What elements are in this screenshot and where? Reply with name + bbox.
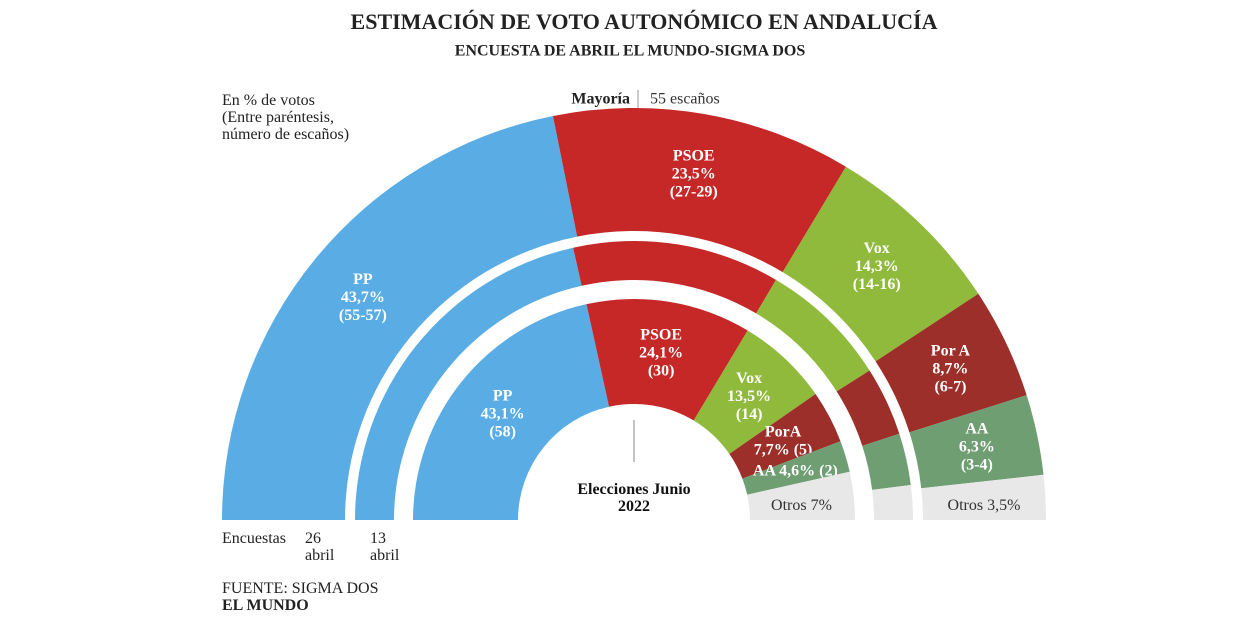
data-label: (6-7): [934, 378, 966, 395]
label-part: PP: [353, 271, 373, 288]
data-label: (14): [736, 406, 763, 423]
majority-value: 55 escaños: [650, 91, 720, 108]
label-part: 43,7%: [341, 289, 385, 306]
data-label: (58): [489, 423, 516, 440]
data-label: PSOE: [673, 147, 715, 164]
segment: [742, 441, 850, 495]
label-part: (14-16): [853, 276, 901, 293]
label-part: PSOE: [673, 147, 715, 164]
label-part: PP: [493, 387, 513, 404]
data-label: Por A: [931, 342, 971, 359]
data-label: 43,1%: [481, 405, 525, 422]
data-label: 24,1%: [639, 344, 683, 361]
data-label: Vox: [736, 370, 762, 387]
segment: [756, 279, 870, 392]
label-part: 23,5%: [672, 165, 716, 182]
data-label: PP: [493, 387, 513, 404]
label-part: 4,6%: [779, 462, 815, 479]
data-label: 8,7%: [932, 360, 968, 377]
segment: [552, 108, 846, 273]
segment: [586, 299, 748, 421]
segment: [222, 116, 578, 521]
label-part: (3-4): [961, 456, 993, 473]
label-part: 3,5%: [987, 497, 1020, 514]
data-label: (55-57): [339, 307, 387, 324]
note: En % de votos: [222, 92, 315, 109]
label-part: 14,3%: [855, 258, 899, 275]
label-part: PSOE: [640, 326, 682, 343]
brand: EL MUNDO: [222, 597, 309, 614]
label-part: Por A: [931, 342, 971, 359]
note: (Entre paréntesis, número de escaños): [222, 109, 350, 143]
data-label: PorA: [765, 423, 802, 440]
ring-label: Elecciones Junio 2022: [577, 481, 691, 515]
data-label: 13,5%: [727, 388, 771, 405]
data-label: Otros 7%: [771, 497, 832, 514]
label-part: (14): [736, 406, 763, 423]
data-label: AA: [965, 420, 989, 437]
label-part: Otros: [948, 497, 984, 514]
label-part: 24,1%: [639, 344, 683, 361]
chart-subtitle: ENCUESTA DE ABRIL EL MUNDO-SIGMA DOS: [455, 43, 806, 60]
chart-title: ESTIMACIÓN DE VOTO AUTONÓMICO EN ANDALUC…: [351, 9, 938, 34]
data-label: (27-29): [670, 183, 718, 200]
segment: [875, 293, 1027, 433]
majority-label: Mayoría: [571, 91, 630, 108]
data-label: (3-4): [961, 456, 993, 473]
segment: [729, 394, 841, 479]
label-part: 6,3%: [959, 438, 995, 455]
data-label: Vox: [864, 240, 890, 257]
segment: [355, 247, 582, 520]
label-part: (58): [489, 423, 516, 440]
label-part: (6-7): [934, 378, 966, 395]
ring-label: Encuestas: [222, 530, 286, 547]
label-part: AA: [965, 420, 989, 437]
segment: [836, 370, 900, 446]
data-label: 23,5%: [672, 165, 716, 182]
data-label: PSOE: [640, 326, 682, 343]
label-part: 13,5%: [727, 388, 771, 405]
data-label: PP: [353, 271, 373, 288]
segment: [573, 241, 777, 314]
label-part: (55-57): [339, 307, 387, 324]
segment: [693, 330, 816, 454]
data-label: 6,3%: [959, 438, 995, 455]
label-part: 7%: [811, 497, 832, 514]
label-part: Otros: [771, 497, 807, 514]
segment: [862, 433, 911, 490]
data-label: AA 4,6% (2): [753, 462, 838, 479]
label-part: PorA: [765, 423, 802, 440]
label-part: (27-29): [670, 183, 718, 200]
data-label: 14,3%: [855, 258, 899, 275]
label-part: Vox: [864, 240, 890, 257]
label-part: AA: [753, 462, 777, 479]
data-label: (14-16): [853, 276, 901, 293]
segment: [413, 304, 610, 520]
label-part: 8,7%: [932, 360, 968, 377]
source: FUENTE: SIGMA DOS: [222, 580, 379, 597]
segment: [909, 395, 1044, 489]
segment: [872, 485, 913, 520]
label-part: (30): [648, 362, 675, 379]
segment: [921, 474, 1046, 520]
data-label: (30): [648, 362, 675, 379]
label-part: Vox: [736, 370, 762, 387]
label-part: 7,7%: [754, 441, 790, 458]
ring-label: 13 abril: [370, 530, 400, 564]
segment: [747, 471, 855, 520]
ring-label: 26 abril: [305, 530, 335, 564]
segment: [782, 166, 979, 362]
data-label: 43,7%: [341, 289, 385, 306]
label-part: 43,1%: [481, 405, 525, 422]
data-label: Otros 3,5%: [948, 497, 1021, 514]
label-part: (2): [819, 462, 838, 479]
